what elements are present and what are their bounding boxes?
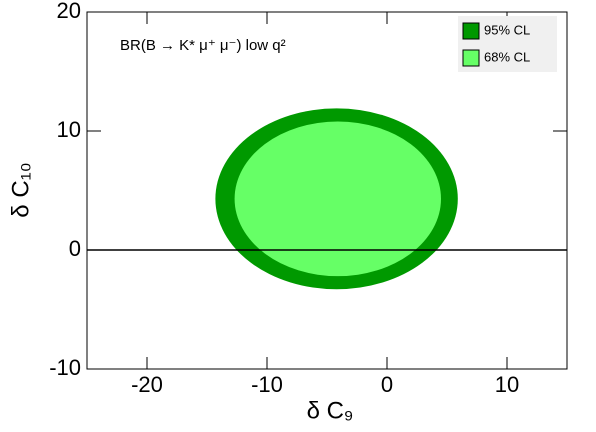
y-tick-label: 10 bbox=[57, 117, 81, 142]
y-axis-label: δ C₁₀ bbox=[7, 162, 34, 217]
cl-region bbox=[234, 121, 441, 277]
x-tick-label: 10 bbox=[495, 372, 519, 397]
legend-swatch bbox=[462, 49, 480, 67]
legend-label: 68% CL bbox=[484, 49, 530, 64]
x-axis-label: δ C₉ bbox=[307, 397, 354, 424]
y-tick-label: 0 bbox=[69, 236, 81, 261]
chart-title: BR(B → K* μ⁺ μ⁻) low q² bbox=[120, 37, 286, 54]
legend-swatch bbox=[462, 22, 480, 40]
x-tick-label: -20 bbox=[131, 372, 163, 397]
x-tick-label: -10 bbox=[251, 372, 283, 397]
x-tick-label: 0 bbox=[381, 372, 393, 397]
y-tick-label: -10 bbox=[49, 355, 81, 380]
legend-label: 95% CL bbox=[484, 22, 530, 37]
y-tick-label: 20 bbox=[57, 0, 81, 23]
plot-frame bbox=[86, 11, 568, 370]
